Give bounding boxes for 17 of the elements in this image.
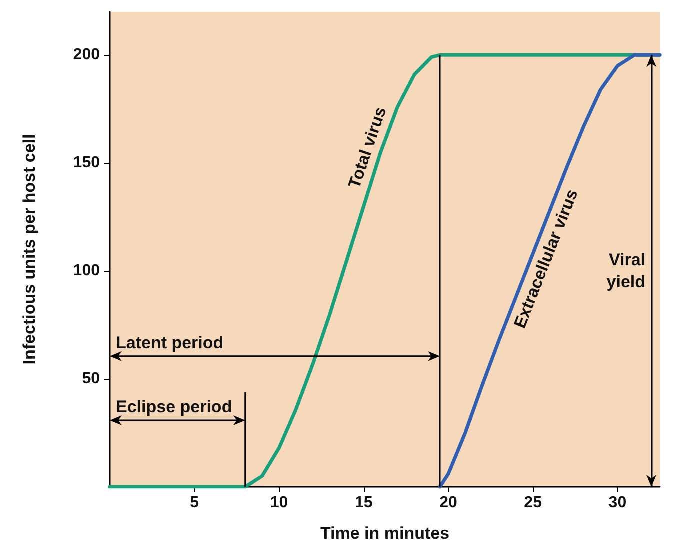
text: Total virus: [344, 104, 390, 191]
annotation: Eclipse period: [116, 398, 232, 416]
y-tick-label: 150: [73, 154, 100, 172]
x-tick-label: 5: [190, 494, 200, 512]
x-tick-label: 25: [524, 494, 542, 512]
annotation: Latent period: [116, 333, 224, 352]
y-tick-label: 100: [73, 262, 100, 280]
line-series: [438, 53, 662, 489]
x-tick-label: 30: [608, 494, 627, 512]
ref-line-label: Viral yield: [606, 250, 646, 292]
x-tick-label: 15: [354, 494, 373, 512]
y-tick-label: 50: [82, 370, 100, 388]
x-tick-label: 10: [270, 494, 288, 512]
x-tick-label: 20: [440, 494, 458, 512]
y-tick-label: 200: [73, 46, 100, 64]
y-axis-title: Infectious units per host cell: [20, 134, 39, 365]
x-axis-title: Time in minutes: [320, 524, 450, 543]
